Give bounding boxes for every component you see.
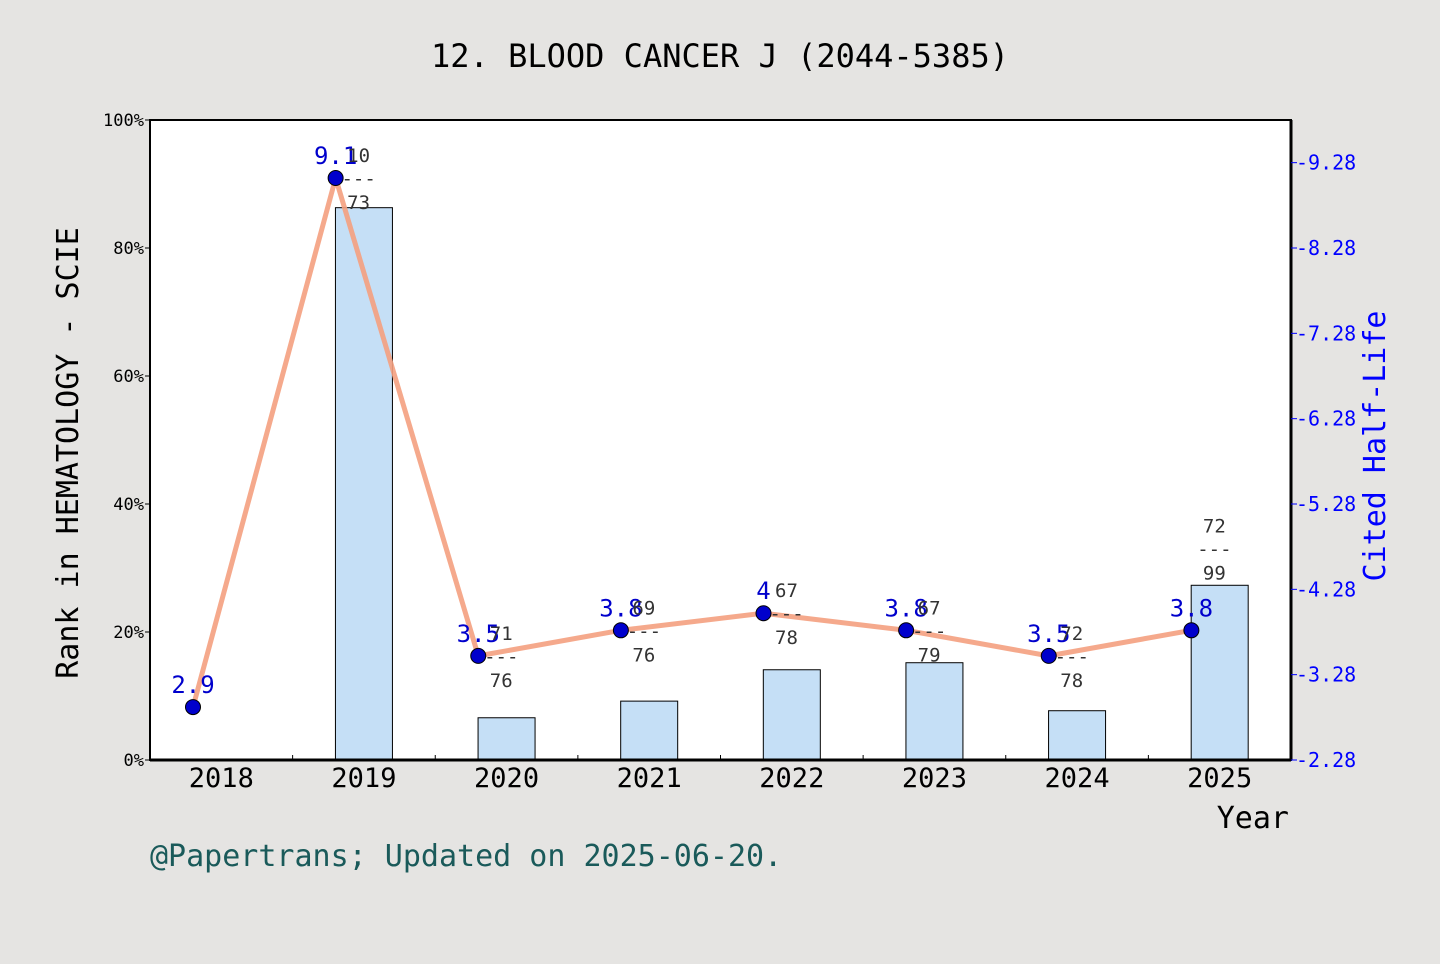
x-tick-label-2019: 2019 xyxy=(331,763,396,794)
bar-2022 xyxy=(762,669,821,761)
half-life-point-2020 xyxy=(470,647,487,664)
rank-label-sep-2019: --- xyxy=(341,168,375,190)
y2-tick-label: -6.28 xyxy=(1296,407,1356,431)
half-life-label-2018: 2.9 xyxy=(171,671,214,699)
half-life-point-2024 xyxy=(1040,647,1057,664)
x-tick-label-2024: 2024 xyxy=(1045,763,1110,794)
x-tick-label-2020: 2020 xyxy=(474,763,539,794)
rank-label-total-2020: 76 xyxy=(490,670,513,692)
y2-tick-label: -3.28 xyxy=(1296,663,1356,687)
rank-label-total-2023: 79 xyxy=(918,644,941,666)
x-tick-label-2021: 2021 xyxy=(617,763,682,794)
x-tick-label-2025: 2025 xyxy=(1187,763,1252,794)
y-tick-label: 20% xyxy=(113,623,144,643)
rank-label-sep-2025: --- xyxy=(1197,538,1231,560)
rank-label-rank-2020: 71 xyxy=(490,623,513,645)
line-layer xyxy=(185,170,1200,716)
half-life-label-2023: 3.8 xyxy=(884,594,927,622)
half-life-point-2022 xyxy=(755,605,772,622)
half-life-line xyxy=(190,175,1192,708)
rank-label-rank-2021: 69 xyxy=(632,597,655,619)
half-life-label-2024: 3.5 xyxy=(1027,620,1070,648)
y-tick-label: 80% xyxy=(113,239,144,259)
rank-label-sep-2023: --- xyxy=(912,620,946,642)
rank-label-total-2024: 78 xyxy=(1060,670,1083,692)
rank-label-rank-2024: 72 xyxy=(1060,623,1083,645)
half-life-point-2025 xyxy=(1183,622,1200,639)
axes-layer: 0% 20% 40% 60% 80% 100% -2.28 -3.28 -4.28 -5.28 -6… xyxy=(103,111,1356,794)
rank-label-rank-2022: 67 xyxy=(775,580,798,602)
y2-tick-label: -7.28 xyxy=(1296,321,1356,345)
y2-axis-label: Cited Half-Life xyxy=(1358,311,1393,582)
rank-label-sep-2020: --- xyxy=(484,646,518,668)
half-life-label-2020: 3.5 xyxy=(457,620,500,648)
y-tick-label: 40% xyxy=(113,495,144,515)
x-tick-label-2022: 2022 xyxy=(759,763,824,794)
rank-label-total-2025: 99 xyxy=(1203,562,1226,584)
y2-tick-label: -8.28 xyxy=(1296,236,1356,260)
rank-label-total-2021: 76 xyxy=(632,644,655,666)
bar-2021 xyxy=(620,700,679,761)
x-tick-label-2018: 2018 xyxy=(189,763,254,794)
y-tick-label: 60% xyxy=(113,367,144,387)
bar-2020 xyxy=(477,717,536,761)
half-life-label-2022: 4 xyxy=(756,577,770,605)
plot-area xyxy=(150,120,1291,760)
x-axis-label: Year xyxy=(1217,801,1289,836)
x-tick-label-2023: 2023 xyxy=(902,763,967,794)
bar-2023 xyxy=(905,662,964,761)
rank-label-rank-2025: 72 xyxy=(1203,515,1226,537)
half-life-label-2019: 9.1 xyxy=(314,142,357,170)
rank-label-sep-2024: --- xyxy=(1055,646,1089,668)
y2-tick-label: -9.28 xyxy=(1296,151,1356,175)
y2-tick-label: -2.28 xyxy=(1296,748,1356,772)
bars-layer xyxy=(334,207,1249,761)
half-life-label-2021: 3.8 xyxy=(599,594,642,622)
rank-label-total-2019: 73 xyxy=(347,192,370,214)
y2-tick-label: -4.28 xyxy=(1296,577,1356,601)
bar-2019 xyxy=(334,207,393,761)
half-life-point-2021 xyxy=(612,622,629,639)
half-life-label-2025: 3.8 xyxy=(1170,594,1213,622)
chart-title: 12. BLOOD CANCER J (2044-5385) xyxy=(431,37,1009,75)
rank-label-rank-2019: 10 xyxy=(347,145,370,167)
labels-layer: 2.99.13.53.843.83.53.810---7371---7669--… xyxy=(171,142,1231,699)
half-life-point-2019 xyxy=(327,170,344,187)
half-life-point-2023 xyxy=(898,622,915,639)
y2-tick-label: -5.28 xyxy=(1296,492,1356,516)
y-tick-label: 0% xyxy=(124,751,144,771)
bar-2024 xyxy=(1048,710,1107,761)
rank-label-sep-2021: --- xyxy=(627,620,661,642)
footer-credit: @Papertrans; Updated on 2025-06-20. xyxy=(150,839,782,874)
rank-label-total-2022: 78 xyxy=(775,627,798,649)
half-life-point-2018 xyxy=(185,699,201,716)
rank-label-sep-2022: --- xyxy=(769,603,803,625)
y-axis-label: Rank in HEMATOLOGY - SCIE xyxy=(51,227,86,679)
y-tick-label: 100% xyxy=(103,111,144,131)
rank-label-rank-2023: 67 xyxy=(918,597,941,619)
